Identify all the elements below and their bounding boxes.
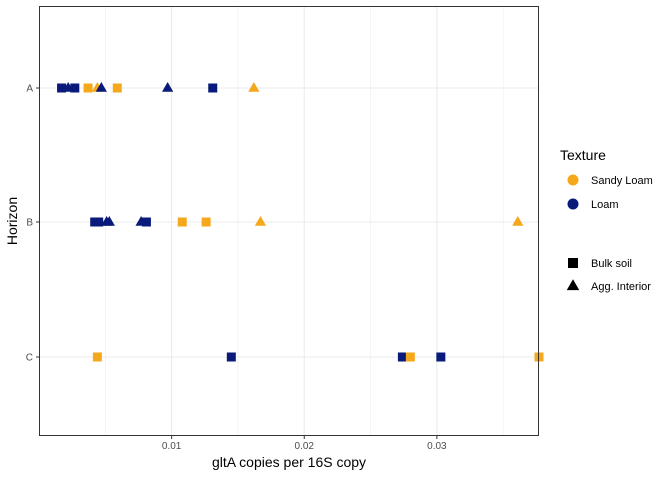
x-tick-label: 0.02	[295, 441, 315, 452]
legend-shape-label: Bulk soil	[591, 258, 632, 270]
x-axis-ticks: 0.01 0.02 0.03	[162, 436, 447, 452]
legend-shape-key	[568, 258, 578, 268]
data-point-square	[83, 83, 93, 93]
data-point-triangle	[162, 81, 174, 92]
data-points	[57, 81, 544, 362]
legend-color-label: Sandy Loam	[591, 175, 653, 187]
legend-shape-key	[566, 279, 580, 291]
data-point-square	[405, 352, 415, 362]
data-point-square	[436, 352, 446, 362]
data-point-square	[92, 352, 102, 362]
data-point-triangle	[254, 215, 267, 226]
data-point-square	[94, 217, 104, 227]
data-point-triangle	[95, 81, 107, 92]
plot-panel-border	[39, 6, 539, 436]
x-axis-title: gltA copies per 16S copy	[212, 454, 366, 470]
legend-title: Texture	[560, 147, 606, 163]
x-tick-label: 0.01	[162, 441, 182, 452]
data-point-square	[208, 83, 218, 93]
legend-shape-label: Agg. Interior	[591, 281, 651, 293]
legend: Texture Sandy Loam Loam Bulk soil Agg. Int…	[560, 147, 653, 293]
y-tick-label: A	[26, 84, 33, 95]
y-axis-title: Horizon	[4, 197, 20, 245]
legend-color-key	[567, 174, 579, 186]
data-point-square	[141, 217, 151, 227]
y-tick-label: B	[26, 218, 33, 229]
data-point-triangle	[103, 215, 115, 226]
plot-panel	[39, 6, 539, 436]
legend-color-label: Loam	[591, 199, 619, 211]
data-point-square	[70, 83, 80, 93]
data-point-square	[112, 83, 122, 93]
legend-color-key	[567, 198, 579, 210]
data-point-square	[226, 352, 236, 362]
data-point-square	[397, 352, 407, 362]
y-tick-label: C	[26, 353, 33, 364]
data-point-square	[57, 83, 67, 93]
data-point-triangle	[248, 81, 260, 92]
y-axis-ticks: C B A	[26, 84, 39, 364]
legend-shape-entries: Bulk soil Agg. Interior	[566, 258, 651, 293]
data-point-square	[177, 217, 187, 227]
major-gridlines	[39, 6, 539, 436]
legend-color-entries: Sandy Loam Loam	[567, 174, 653, 211]
data-point-triangle	[512, 215, 524, 226]
x-tick-label: 0.03	[427, 441, 447, 452]
data-point-square	[201, 217, 211, 227]
